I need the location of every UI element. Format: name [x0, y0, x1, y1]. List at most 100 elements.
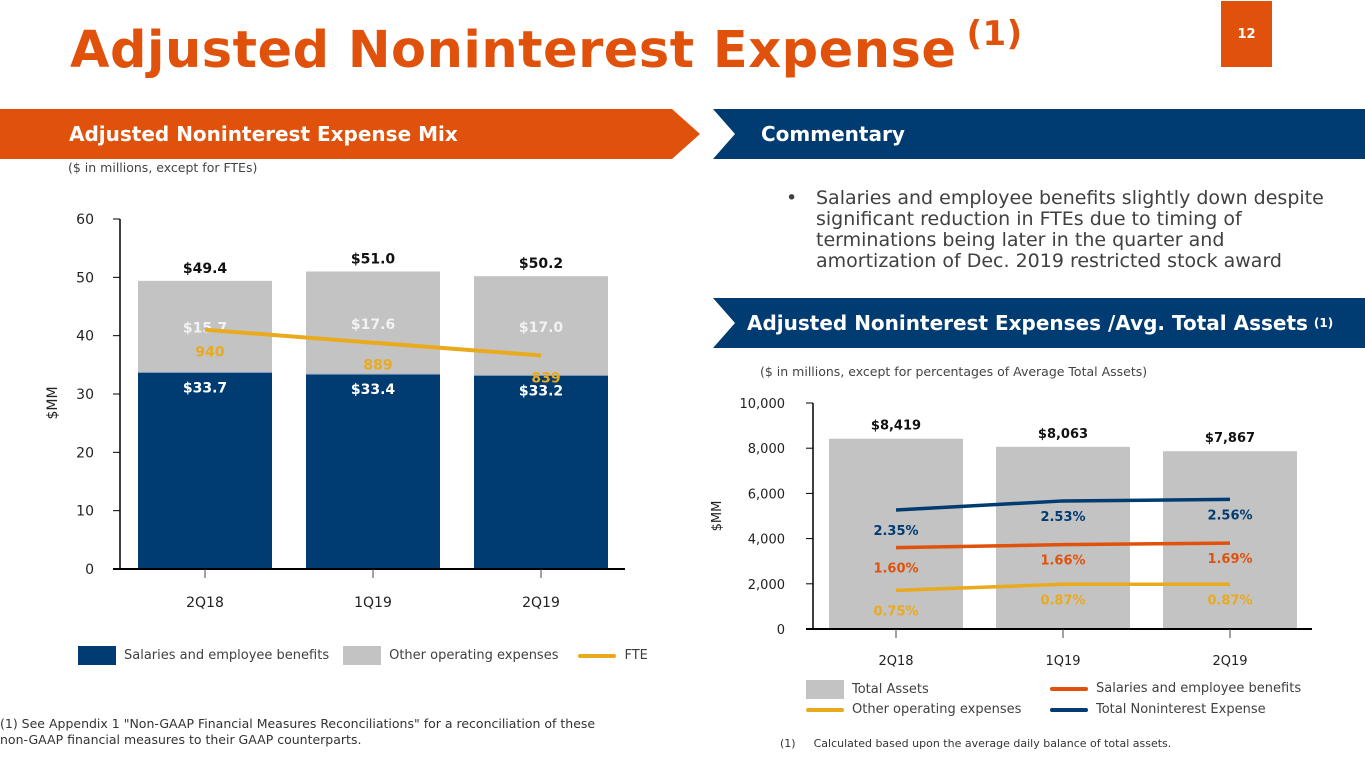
- commentary-list: • Salaries and employee benefits slightl…: [786, 188, 1346, 272]
- total-noninterest-line: [895, 497, 1231, 512]
- salaries-line: [895, 541, 1231, 550]
- bar-other-operating: [138, 280, 272, 373]
- y-tick-label: 8,000: [748, 442, 785, 457]
- y-axis-label: $MM: [45, 386, 61, 419]
- commentary-banner: Commentary: [713, 109, 1365, 159]
- x-tick-label: 2Q19: [522, 595, 560, 611]
- ratio-legend: Total Assets Salaries and employee benef…: [806, 680, 1326, 720]
- page-title-text: Adjusted Noninterest Expense: [70, 21, 957, 80]
- legend-item-total-assets: Total Assets: [806, 680, 929, 699]
- expense-mix-legend: Salaries and employee benefits Other ope…: [78, 646, 648, 665]
- bar-label-other: $17.6: [351, 317, 395, 333]
- other-operating-label: 0.87%: [1040, 593, 1085, 608]
- legend-swatch-total-line: [1050, 707, 1088, 712]
- commentary-banner-label: Commentary: [761, 122, 905, 146]
- left-footnote-line-1: (1) See Appendix 1 "Non-GAAP Financial M…: [0, 716, 596, 731]
- legend-label: FTE: [624, 648, 648, 663]
- other-operating-label: 0.75%: [873, 604, 918, 619]
- legend-label: Other operating expenses: [852, 702, 1022, 717]
- fte-label: 889: [363, 358, 392, 374]
- commentary-section: • Salaries and employee benefits slightl…: [786, 188, 1346, 272]
- legend-swatch-total-assets: [806, 680, 844, 699]
- y-tick-label: 60: [76, 212, 94, 228]
- ratio-banner: Adjusted Noninterest Expenses /Avg. Tota…: [713, 298, 1365, 348]
- bar-total-assets-label: $8,063: [1038, 427, 1088, 442]
- legend-swatch-fte: [578, 653, 617, 658]
- y-tick-label: 2,000: [748, 578, 785, 593]
- left-footnote: (1) See Appendix 1 "Non-GAAP Financial M…: [0, 716, 595, 748]
- legend-item-salaries-line: Salaries and employee benefits: [1050, 681, 1301, 696]
- page-number: 12: [1221, 1, 1272, 67]
- legend-label: Total Noninterest Expense: [1096, 702, 1266, 717]
- bar-label-other: $15.7: [183, 321, 227, 337]
- legend-label: Other operating expenses: [389, 648, 559, 663]
- expense-mix-banner-label: Adjusted Noninterest Expense Mix: [69, 122, 458, 146]
- bar-label-salaries: $33.7: [183, 380, 227, 396]
- right-footnote-text: Calculated based upon the average daily …: [813, 737, 1172, 750]
- salaries-label: 1.69%: [1207, 552, 1252, 567]
- bar-salaries: [474, 375, 608, 569]
- fte-label: 940: [195, 345, 224, 361]
- bar-label-salaries: $33.4: [351, 382, 396, 398]
- y-tick-label: 0: [85, 562, 94, 578]
- x-tick-label: 2Q19: [1212, 654, 1247, 669]
- x-tick-label: 1Q19: [354, 595, 392, 611]
- legend-swatch-other-line: [806, 707, 844, 712]
- bar-label-salaries: $33.2: [519, 383, 563, 399]
- x-tick-label: 1Q19: [1045, 654, 1080, 669]
- y-tick-label: 20: [76, 445, 94, 461]
- salaries-label: 1.66%: [1040, 554, 1085, 569]
- bar-salaries: [138, 372, 272, 569]
- y-tick-label: 4,000: [748, 533, 785, 548]
- ratio-banner-label: Adjusted Noninterest Expenses /Avg. Tota…: [747, 311, 1308, 335]
- bar-other-operating: [474, 276, 608, 376]
- y-tick-label: 10,000: [740, 397, 786, 412]
- title-footnote-marker: (1): [966, 14, 1023, 54]
- expense-mix-banner: Adjusted Noninterest Expense Mix: [0, 109, 700, 159]
- legend-swatch-other: [343, 646, 382, 665]
- bar-total-assets-label: $8,419: [871, 419, 921, 434]
- right-footnote: (1) Calculated based upon the average da…: [780, 737, 1171, 750]
- bar-total-assets: [996, 446, 1130, 629]
- left-footnote-line-2: non-GAAP financial measures to their GAA…: [0, 732, 362, 747]
- bar-total-label: $51.0: [351, 252, 396, 268]
- total-noninterest-label: 2.53%: [1040, 510, 1085, 525]
- legend-label: Total Assets: [852, 682, 929, 697]
- bar-total-assets: [829, 438, 963, 629]
- bar-total-assets-label: $7,867: [1205, 431, 1255, 446]
- legend-item-total-line: Total Noninterest Expense: [1050, 702, 1266, 717]
- expense-mix-chart: 0 10 20 30 40 50 60 $MM $33.7 $15.7 $49.4 $33.4 $17.…: [45, 212, 625, 611]
- bar-total-label: $49.4: [183, 261, 228, 277]
- legend-swatch-salaries-line: [1050, 686, 1088, 691]
- y-tick-label: 40: [76, 329, 94, 345]
- legend-item-other-operating: Other operating expenses: [343, 646, 558, 665]
- total-noninterest-label: 2.35%: [873, 524, 918, 539]
- y-tick-label: 0: [777, 623, 785, 638]
- legend-item-other-line: Other operating expenses: [806, 702, 1021, 717]
- bar-label-other: $17.0: [519, 320, 564, 336]
- legend-item-salaries: Salaries and employee benefits: [78, 646, 329, 665]
- bar-total-assets: [1163, 451, 1297, 629]
- commentary-bullet-text: Salaries and employee benefits slightly …: [816, 187, 1324, 272]
- legend-label: Salaries and employee benefits: [1096, 681, 1302, 696]
- bar-other-operating: [306, 271, 440, 375]
- other-operating-label: 0.87%: [1207, 593, 1252, 608]
- y-axis-label: $MM: [710, 501, 725, 532]
- page-title: Adjusted Noninterest Expense (1): [70, 14, 1023, 80]
- y-tick-label: 30: [76, 387, 94, 403]
- y-tick-label: 10: [76, 504, 94, 520]
- legend-label: Salaries and employee benefits: [124, 648, 330, 663]
- y-tick-label: 50: [76, 270, 94, 286]
- right-units-note: ($ in millions, except for percentages o…: [760, 364, 1148, 379]
- bullet-icon: •: [786, 187, 798, 209]
- legend-item-fte: FTE: [572, 646, 648, 665]
- salaries-label: 1.60%: [873, 562, 918, 577]
- bar-salaries: [306, 374, 440, 569]
- x-tick-label: 2Q18: [186, 595, 224, 611]
- bar-total-label: $50.2: [519, 256, 563, 272]
- ratio-footnote-marker: (1): [1313, 316, 1334, 330]
- other-operating-line: [895, 582, 1230, 593]
- right-footnote-number: (1): [780, 737, 796, 750]
- ratio-chart: 0 2,000 4,000 6,000 8,000 10,000 $MM $8,419 $8,0…: [710, 397, 1312, 669]
- y-tick-label: 6,000: [748, 487, 785, 502]
